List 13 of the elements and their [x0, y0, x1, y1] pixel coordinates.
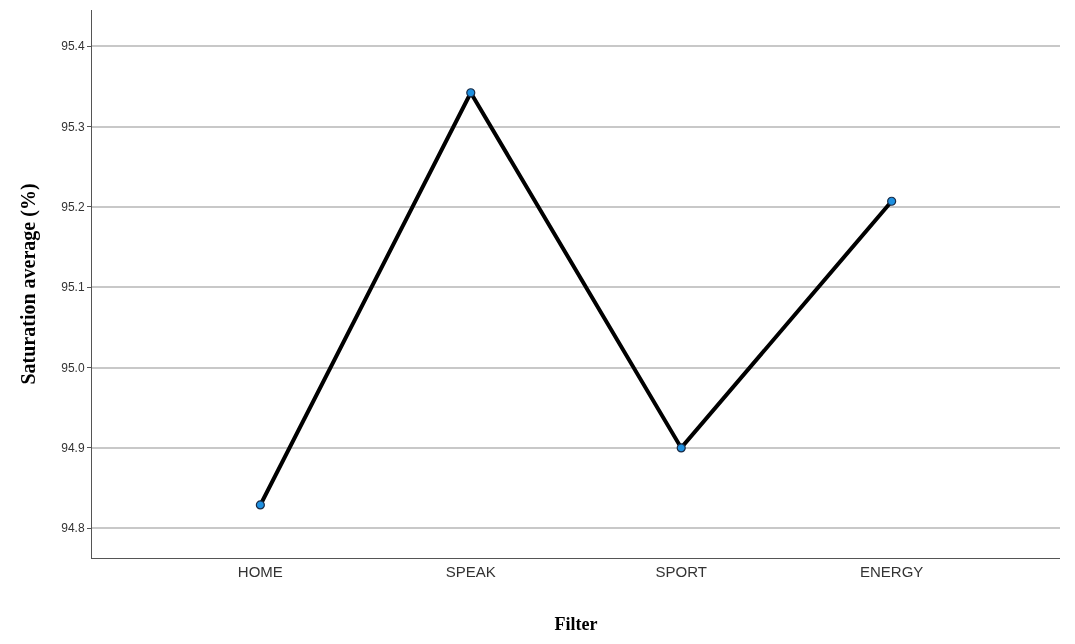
- y-tick-label: 95.3: [61, 119, 85, 134]
- y-tick-label: 95.1: [61, 280, 85, 295]
- x-tick-label: SPORT: [655, 563, 707, 580]
- y-axis-title: Saturation average (%): [16, 183, 40, 385]
- y-tick-label: 95.4: [61, 39, 85, 54]
- y-tick-label: 94.9: [61, 441, 85, 456]
- x-axis-title: Filter: [554, 614, 598, 635]
- x-tick-label: HOME: [237, 563, 283, 580]
- y-tick-label: 94.8: [61, 521, 85, 536]
- y-tick-label: 95.0: [61, 360, 85, 375]
- x-tick-label: ENERGY: [859, 563, 924, 580]
- y-tick-label: 95.2: [61, 200, 85, 215]
- x-tick-label: SPEAK: [445, 563, 496, 580]
